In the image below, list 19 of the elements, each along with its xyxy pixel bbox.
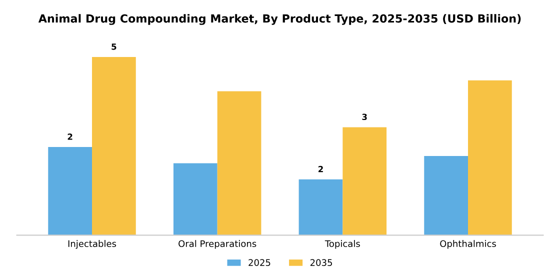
- data-label: 2: [68, 134, 72, 140]
- x-tick-label: Oral Preparations: [178, 240, 256, 249]
- x-tick-label: Ophthalmics: [440, 240, 496, 249]
- bar: [92, 57, 136, 236]
- data-label: 3: [362, 114, 367, 120]
- bar: [217, 91, 262, 236]
- legend-label: 2025: [248, 259, 270, 266]
- bar: [342, 127, 387, 236]
- bar: [173, 163, 218, 236]
- bar: [298, 179, 343, 236]
- bar: [424, 156, 468, 236]
- x-tick-label: Injectables: [68, 240, 116, 249]
- legend-label: 2035: [310, 259, 332, 266]
- data-label: 2: [318, 166, 323, 172]
- chart-title: Animal Drug Compounding Market, By Product Type, 2025-2035 (USD Billion): [38, 14, 521, 25]
- bar: [468, 80, 512, 236]
- data-label: 5: [112, 44, 116, 50]
- x-tick-label: Topicals: [324, 240, 360, 249]
- bar: [48, 147, 92, 236]
